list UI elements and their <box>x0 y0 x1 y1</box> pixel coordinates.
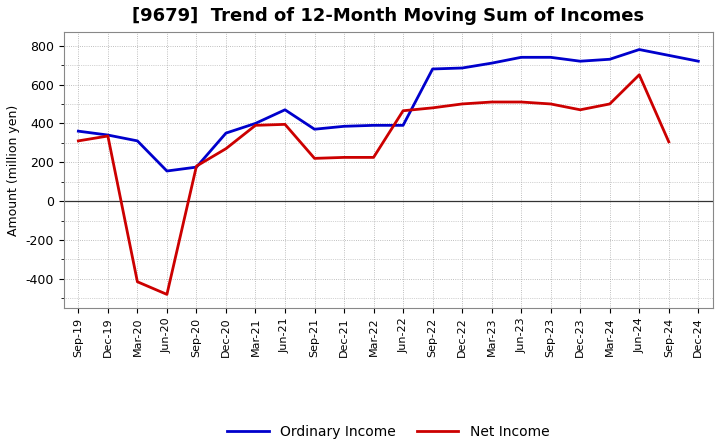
Ordinary Income <box>606 57 614 62</box>
Net Income <box>133 279 142 284</box>
Net Income <box>576 107 585 113</box>
Net Income <box>635 72 644 77</box>
Ordinary Income <box>192 165 201 170</box>
Net Income <box>281 122 289 127</box>
Net Income <box>192 164 201 169</box>
Net Income <box>458 101 467 106</box>
Line: Ordinary Income: Ordinary Income <box>78 50 698 171</box>
Ordinary Income <box>281 107 289 113</box>
Net Income <box>74 138 83 143</box>
Ordinary Income <box>251 121 260 126</box>
Ordinary Income <box>517 55 526 60</box>
Net Income <box>487 99 496 105</box>
Net Income <box>546 101 555 106</box>
Ordinary Income <box>428 66 437 72</box>
Ordinary Income <box>340 124 348 129</box>
Net Income <box>104 133 112 139</box>
Title: [9679]  Trend of 12-Month Moving Sum of Incomes: [9679] Trend of 12-Month Moving Sum of I… <box>132 7 644 25</box>
Ordinary Income <box>74 128 83 134</box>
Ordinary Income <box>399 123 408 128</box>
Ordinary Income <box>104 132 112 138</box>
Ordinary Income <box>665 53 673 58</box>
Ordinary Income <box>487 61 496 66</box>
Ordinary Income <box>222 131 230 136</box>
Net Income <box>369 155 378 160</box>
Ordinary Income <box>369 123 378 128</box>
Ordinary Income <box>635 47 644 52</box>
Net Income <box>428 105 437 110</box>
Net Income <box>340 155 348 160</box>
Net Income <box>606 101 614 106</box>
Legend: Ordinary Income, Net Income: Ordinary Income, Net Income <box>222 419 555 440</box>
Net Income <box>517 99 526 105</box>
Ordinary Income <box>458 66 467 71</box>
Net Income <box>163 292 171 297</box>
Net Income <box>399 108 408 114</box>
Ordinary Income <box>546 55 555 60</box>
Ordinary Income <box>694 59 703 64</box>
Net Income <box>222 146 230 151</box>
Net Income <box>251 123 260 128</box>
Y-axis label: Amount (million yen): Amount (million yen) <box>7 104 20 236</box>
Ordinary Income <box>576 59 585 64</box>
Ordinary Income <box>133 138 142 143</box>
Line: Net Income: Net Income <box>78 75 669 294</box>
Net Income <box>310 156 319 161</box>
Net Income <box>665 139 673 144</box>
Ordinary Income <box>310 127 319 132</box>
Ordinary Income <box>163 169 171 174</box>
